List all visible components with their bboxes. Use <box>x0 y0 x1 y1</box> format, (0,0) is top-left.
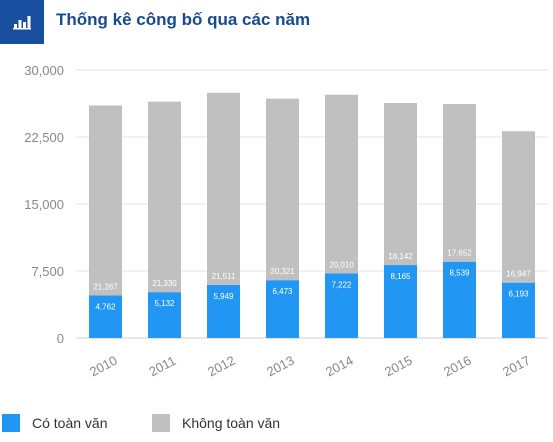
bar-segment-no-full-text <box>443 104 476 262</box>
y-tick-label: 15,000 <box>24 197 64 212</box>
data-label: 20,010 <box>329 260 354 269</box>
data-label: 4,762 <box>95 302 116 311</box>
legend-swatch-no-full-text <box>152 414 170 432</box>
x-tick-label: 2011 <box>147 353 179 379</box>
data-label: 21,267 <box>93 282 118 291</box>
stacked-bar-chart: 0 7,500 15,000 22,500 30,000 4,762 21,267 2010 5… <box>24 63 548 380</box>
data-label: 20,321 <box>270 267 295 276</box>
data-label: 6,473 <box>272 287 293 296</box>
bar-segment-no-full-text <box>89 105 122 296</box>
chart-header: Thống kê công bố qua các năm <box>0 0 553 44</box>
bar-segment-full-text <box>502 282 535 338</box>
chart-title: Thống kê công bố qua các năm <box>56 10 311 29</box>
data-label: 17,652 <box>447 249 472 258</box>
data-label: 8,539 <box>449 269 470 278</box>
legend-item-full-text[interactable]: Có toàn văn <box>2 414 108 432</box>
data-label: 21,511 <box>212 272 236 281</box>
bar-chart-icon <box>0 0 44 44</box>
y-tick-label: 7,500 <box>31 264 64 279</box>
data-label: 18,142 <box>388 252 413 261</box>
x-tick-label: 2016 <box>441 353 474 380</box>
y-tick-label: 22,500 <box>24 130 64 145</box>
data-label: 21,330 <box>152 279 177 288</box>
x-tick-label: 2014 <box>323 353 356 380</box>
legend-swatch-full-text <box>2 414 20 432</box>
bar-segment-full-text <box>89 295 122 338</box>
x-tick-label: 2015 <box>382 353 415 380</box>
bar-segment-full-text <box>325 273 358 338</box>
bar-segment-full-text <box>443 261 476 338</box>
data-label: 7,222 <box>331 280 352 289</box>
data-label: 16,947 <box>506 270 531 279</box>
data-label: 5,132 <box>154 299 175 308</box>
bar-segment-full-text <box>207 284 240 338</box>
x-tick-label: 2013 <box>264 353 297 380</box>
chart-legend: Có toàn văn Không toàn văn <box>0 408 553 440</box>
bar-segment-no-full-text <box>325 94 358 274</box>
data-label: 6,193 <box>508 290 529 299</box>
bar-segment-no-full-text <box>502 131 535 283</box>
legend-label-full-text: Có toàn văn <box>32 415 108 431</box>
y-tick-label: 0 <box>57 331 64 346</box>
x-tick-label: 2017 <box>500 353 533 380</box>
y-tick-label: 30,000 <box>24 63 64 78</box>
x-tick-label: 2012 <box>205 353 238 380</box>
bar-segment-full-text <box>384 265 417 338</box>
data-label: 5,949 <box>213 292 234 301</box>
legend-item-no-full-text[interactable]: Không toàn văn <box>152 414 280 432</box>
bar-segment-no-full-text <box>148 101 181 293</box>
x-tick-label: 2010 <box>87 353 120 380</box>
bar-segment-no-full-text <box>207 92 240 285</box>
legend-label-no-full-text: Không toàn văn <box>182 415 281 431</box>
bar-segment-no-full-text <box>384 102 417 266</box>
bar-segment-no-full-text <box>266 98 299 281</box>
bar-segment-full-text <box>148 292 181 338</box>
bar-segment-full-text <box>266 280 299 338</box>
data-label: 8,165 <box>390 272 411 281</box>
